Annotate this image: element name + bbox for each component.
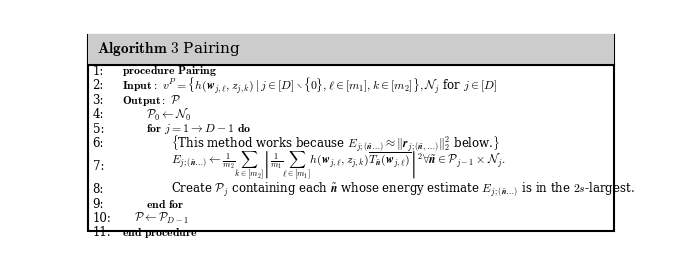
Text: 7:: 7: (92, 160, 104, 173)
Text: $\{$This method works because $E_{j;(\tilde{\boldsymbol{n}}\ldots)} \approx \|\b: $\{$This method works because $E_{j;(\ti… (171, 134, 500, 153)
Text: 2:: 2: (92, 79, 104, 92)
Text: $\bf{for}$ $j = 1 \rightarrow D-1$ $\bf{do}$: $\bf{for}$ $j = 1 \rightarrow D-1$ $\bf{… (146, 122, 251, 136)
Text: 8:: 8: (92, 183, 104, 196)
Text: 3:: 3: (92, 94, 104, 107)
Text: 6:: 6: (92, 137, 104, 150)
Text: 11:: 11: (92, 227, 111, 239)
Text: $\bf{Algorithm\ 3}$ Pairing: $\bf{Algorithm\ 3}$ Pairing (97, 40, 240, 58)
Text: 5:: 5: (92, 122, 104, 135)
Text: $\bf{Input:}$ $v^P = \{h(\boldsymbol{w}_{j,\ell}, z_{j,k}) \mid j \in [D] \setmi: $\bf{Input:}$ $v^P = \{h(\boldsymbol{w}_… (122, 76, 497, 96)
Text: $\mathcal{P}_0 \leftarrow \mathcal{N}_0$: $\mathcal{P}_0 \leftarrow \mathcal{N}_0$ (146, 107, 192, 122)
Text: 9:: 9: (92, 197, 104, 211)
Text: 10:: 10: (92, 212, 112, 225)
Text: $\bf{end\ procedure}$: $\bf{end\ procedure}$ (122, 226, 197, 240)
Text: 4:: 4: (92, 108, 104, 121)
Bar (88, 34, 614, 65)
Text: $\bf{end\ for}$: $\bf{end\ for}$ (146, 197, 184, 211)
Text: Create $\mathcal{P}_j$ containing each $\tilde{\boldsymbol{n}}$ whose energy est: Create $\mathcal{P}_j$ containing each $… (171, 181, 634, 198)
Text: $E_{j;(\tilde{\boldsymbol{n}}\ldots)} \leftarrow \frac{1}{m_2}\sum_{k\in[m_2]} \: $E_{j;(\tilde{\boldsymbol{n}}\ldots)} \l… (171, 150, 506, 183)
Text: $\mathcal{P} \leftarrow \mathcal{P}_{D-1}$: $\mathcal{P} \leftarrow \mathcal{P}_{D-1… (134, 211, 188, 226)
Text: $\bf{Output:}$ $\mathcal{P}$: $\bf{Output:}$ $\mathcal{P}$ (122, 93, 182, 108)
Text: $\bf{procedure\ Pairing}$: $\bf{procedure\ Pairing}$ (122, 64, 216, 78)
Text: 1:: 1: (92, 65, 104, 78)
